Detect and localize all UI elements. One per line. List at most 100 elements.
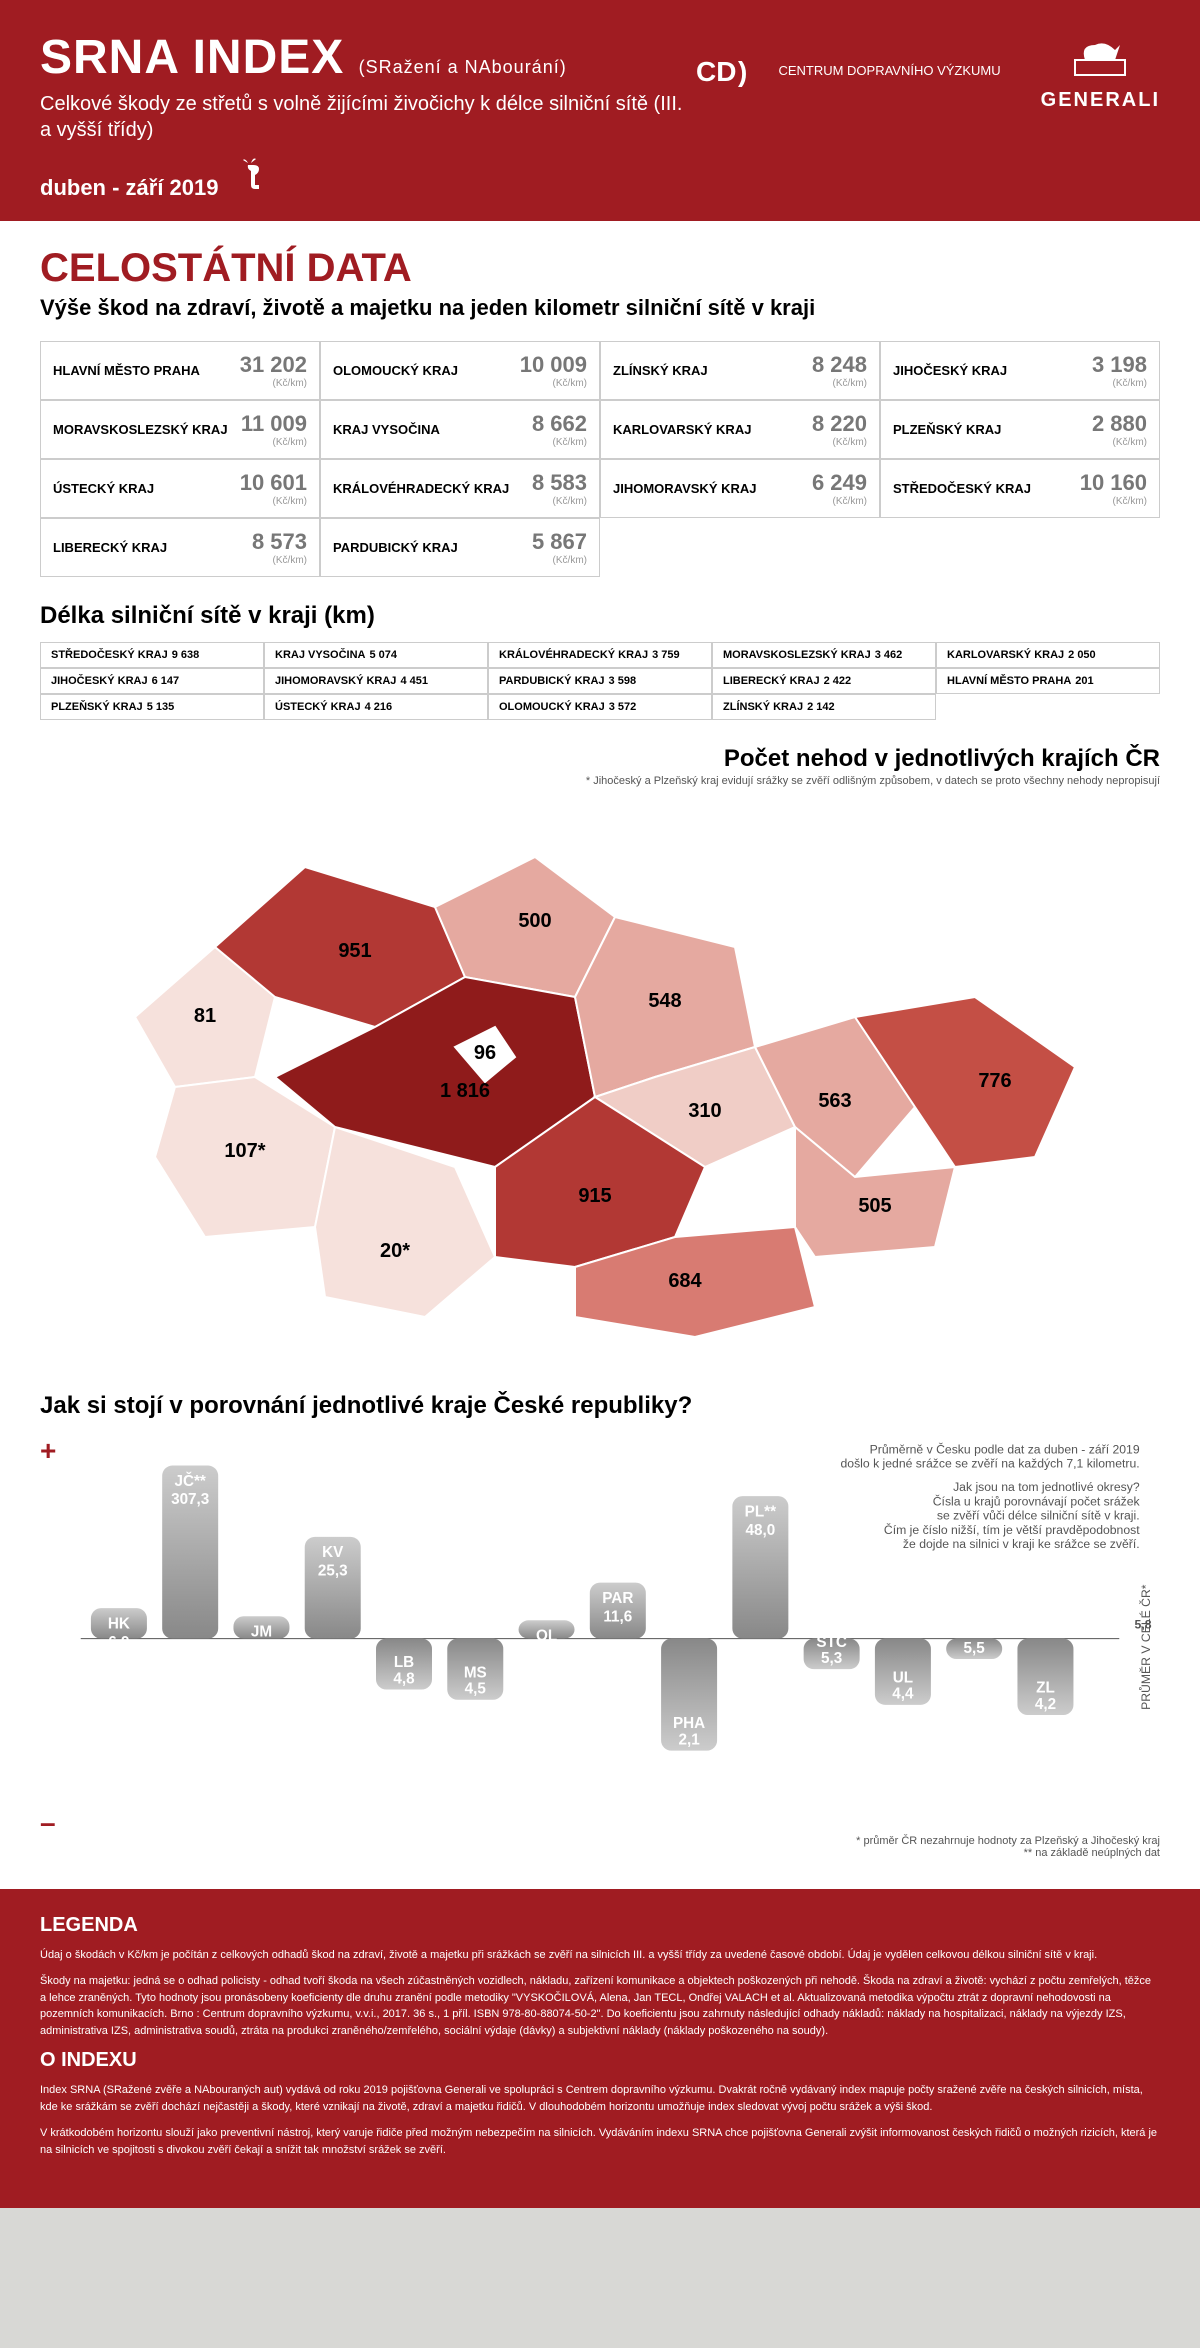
road-cell: KRAJ VYSOČINA5 074 — [264, 642, 488, 668]
damage-cell: PARDUBICKÝ KRAJ5 867(Kč/km) — [320, 518, 600, 577]
cdv-logo: CD) CENTRUM DOPRAVNÍHO VÝZKUMU — [696, 51, 1000, 91]
compare-title: Jak si stojí v porovnání jednotlivé kraj… — [40, 1392, 1160, 1420]
bar-code: HK — [108, 1615, 130, 1632]
subtitle: Celkové škody ze střetů s volně žijícími… — [40, 91, 696, 143]
title-paren: (SRažení a NAbourání) — [359, 57, 567, 77]
bar-value: 6,5 — [251, 1642, 273, 1659]
road-cell: PARDUBICKÝ KRAJ3 598 — [488, 668, 712, 694]
damage-cell: KRÁLOVÉHRADECKÝ KRAJ8 583(Kč/km) — [320, 459, 600, 518]
bar-value: 11,6 — [603, 1608, 632, 1625]
road-length-table: STŘEDOČESKÝ KRAJ9 638KRAJ VYSOČINA5 074 K… — [40, 642, 1160, 720]
bar-value: 6,9 — [108, 1634, 129, 1651]
compare-info: Průměrně v Česku podle dat za duben - zá… — [841, 1441, 1140, 1470]
bar-code: MS — [464, 1664, 487, 1681]
bar-code: JM — [251, 1624, 272, 1641]
compare-info2: Jak jsou na tom jednotlivé okresy? — [953, 1480, 1140, 1494]
avg-label: PRŮMĚR V CELÉ ČR* — [1138, 1584, 1153, 1710]
map-region-label: 684 — [668, 1270, 702, 1292]
road-cell: KARLOVARSKÝ KRAJ2 050 — [936, 642, 1160, 668]
bar-value: 4,4 — [892, 1686, 914, 1703]
bar-value: 4,2 — [1035, 1696, 1056, 1713]
bar-code: PAR — [602, 1590, 633, 1607]
legend-title: LEGENDA — [40, 1914, 1160, 1937]
bar-code: PHA — [673, 1715, 705, 1732]
map-region-label: 505 — [858, 1195, 891, 1217]
bar-code: KV — [322, 1544, 344, 1561]
damage-cell: KRAJ VYSOČINA8 662(Kč/km) — [320, 400, 600, 459]
compare-info2: že dojde na silnici v kraji ke srážce se… — [903, 1537, 1140, 1551]
bar-value: 4,5 — [465, 1681, 487, 1698]
page-title: SRNA INDEX (SRažení a NAbourání) — [40, 30, 696, 85]
road-cell: JIHOMORAVSKÝ KRAJ4 451 — [264, 668, 488, 694]
road-cell: PLZEŇSKÝ KRAJ5 135 — [40, 694, 264, 720]
road-cell: STŘEDOČESKÝ KRAJ9 638 — [40, 642, 264, 668]
bar-value: 48,0 — [746, 1522, 776, 1539]
map-region-label: 20* — [380, 1240, 410, 1262]
compare-info2: Čísla u krajů porovnávají počet srážek — [933, 1493, 1141, 1508]
map-region-label: 1 816 — [440, 1080, 490, 1102]
damage-cell: OLOMOUCKÝ KRAJ10 009(Kč/km) — [320, 341, 600, 400]
legend-p2: Škody na majetku: jedná se o odhad polic… — [40, 1973, 1160, 2039]
map-region-label: 96 — [474, 1042, 496, 1064]
road-cell: ZLÍNSKÝ KRAJ2 142 — [712, 694, 936, 720]
map-region-label: 951 — [338, 940, 371, 962]
bar-value: 2,1 — [678, 1732, 700, 1749]
bar-code: UL — [893, 1669, 913, 1686]
damage-cell: ZLÍNSKÝ KRAJ8 248(Kč/km) — [600, 341, 880, 400]
damage-cell: JIHOMORAVSKÝ KRAJ6 249(Kč/km) — [600, 459, 880, 518]
about-p1: Index SRNA (SRažené zvěře a NAbouraných … — [40, 2082, 1160, 2115]
compare-info2: se zvěří vůči délce silniční sítě v kraj… — [937, 1509, 1140, 1523]
footnote: * průměr ČR nezahrnuje hodnoty za Plzeňs… — [40, 1835, 1160, 1859]
road-cell: LIBERECKÝ KRAJ2 422 — [712, 668, 936, 694]
bar-code: PL** — [745, 1503, 776, 1520]
road-cell: HLAVNÍ MĚSTO PRAHA201 — [936, 668, 1160, 694]
map: 81 107* 20* 951 500 96 1 816 548 310 915 563 776 684… — [40, 797, 1160, 1362]
generali-logo: GENERALI — [1041, 30, 1160, 112]
bar-value: 6,3 — [536, 1646, 557, 1663]
damage-cell: STŘEDOČESKÝ KRAJ10 160(Kč/km) — [880, 459, 1160, 518]
svg-text:): ) — [738, 56, 747, 87]
map-region-label: 500 — [518, 910, 551, 932]
map-region-label: 81 — [194, 1005, 216, 1027]
bar-value: 4,8 — [393, 1670, 415, 1687]
damage-table: HLAVNÍ MĚSTO PRAHA31 202(Kč/km)OLOMOUCKÝ… — [40, 341, 1160, 577]
national-subtitle: Výše škod na zdraví, životě a majetku na… — [40, 295, 1160, 321]
about-title: O INDEXU — [40, 2049, 1160, 2072]
bar-code: LB — [394, 1654, 414, 1671]
bar-value: 25,3 — [318, 1563, 348, 1580]
bar-code: OL — [536, 1628, 557, 1645]
road-cell: MORAVSKOSLEZSKÝ KRAJ3 462 — [712, 642, 936, 668]
national-title: CELOSTÁTNÍ DATA — [40, 246, 1160, 291]
map-region-label: 563 — [818, 1090, 851, 1112]
compare-chart: + – Průměrně v Česku podle dat za duben … — [40, 1435, 1160, 1859]
svg-text:CD: CD — [696, 56, 736, 87]
map-region-label: 915 — [578, 1185, 611, 1207]
bar-value: 5,3 — [821, 1650, 842, 1667]
road-cell: ÚSTECKÝ KRAJ4 216 — [264, 694, 488, 720]
map-region-label: 548 — [648, 990, 681, 1012]
bar-value: 307,3 — [171, 1491, 209, 1508]
map-region-label: 776 — [978, 1070, 1011, 1092]
damage-cell: LIBERECKÝ KRAJ8 573(Kč/km) — [40, 518, 320, 577]
map-region-label: 107* — [224, 1140, 265, 1162]
damage-cell: ÚSTECKÝ KRAJ10 601(Kč/km) — [40, 459, 320, 518]
legend-p1: Údaj o škodách v Kč/km je počítán z celk… — [40, 1947, 1160, 1964]
period: duben - září 2019 — [40, 155, 696, 201]
road-length-title: Délka silniční sítě v kraji (km) — [40, 602, 1160, 630]
road-cell: OLOMOUCKÝ KRAJ3 572 — [488, 694, 712, 720]
bar-code: ZL — [1036, 1680, 1055, 1697]
damage-cell: JIHOČESKÝ KRAJ3 198(Kč/km) — [880, 341, 1160, 400]
map-region-label: 310 — [688, 1100, 721, 1122]
minus-icon: – — [40, 1807, 56, 1839]
damage-cell: PLZEŇSKÝ KRAJ2 880(Kč/km) — [880, 400, 1160, 459]
header: SRNA INDEX (SRažení a NAbourání) Celkové… — [0, 0, 1200, 221]
bar-code: JČ** — [174, 1472, 205, 1490]
road-cell: JIHOČESKÝ KRAJ6 147 — [40, 668, 264, 694]
footer: LEGENDA Údaj o škodách v Kč/km je počítá… — [0, 1889, 1200, 2209]
compare-info2: Čím je číslo nižší, tím je větší pravděp… — [884, 1522, 1140, 1537]
map-title: Počet nehod v jednotlivých krajích ČR — [40, 745, 1160, 773]
damage-cell: KARLOVARSKÝ KRAJ8 220(Kč/km) — [600, 400, 880, 459]
bar-code: STČ — [816, 1633, 847, 1651]
map-note: * Jihočeský a Plzeňský kraj evidují sráž… — [40, 775, 1160, 787]
damage-cell: HLAVNÍ MĚSTO PRAHA31 202(Kč/km) — [40, 341, 320, 400]
